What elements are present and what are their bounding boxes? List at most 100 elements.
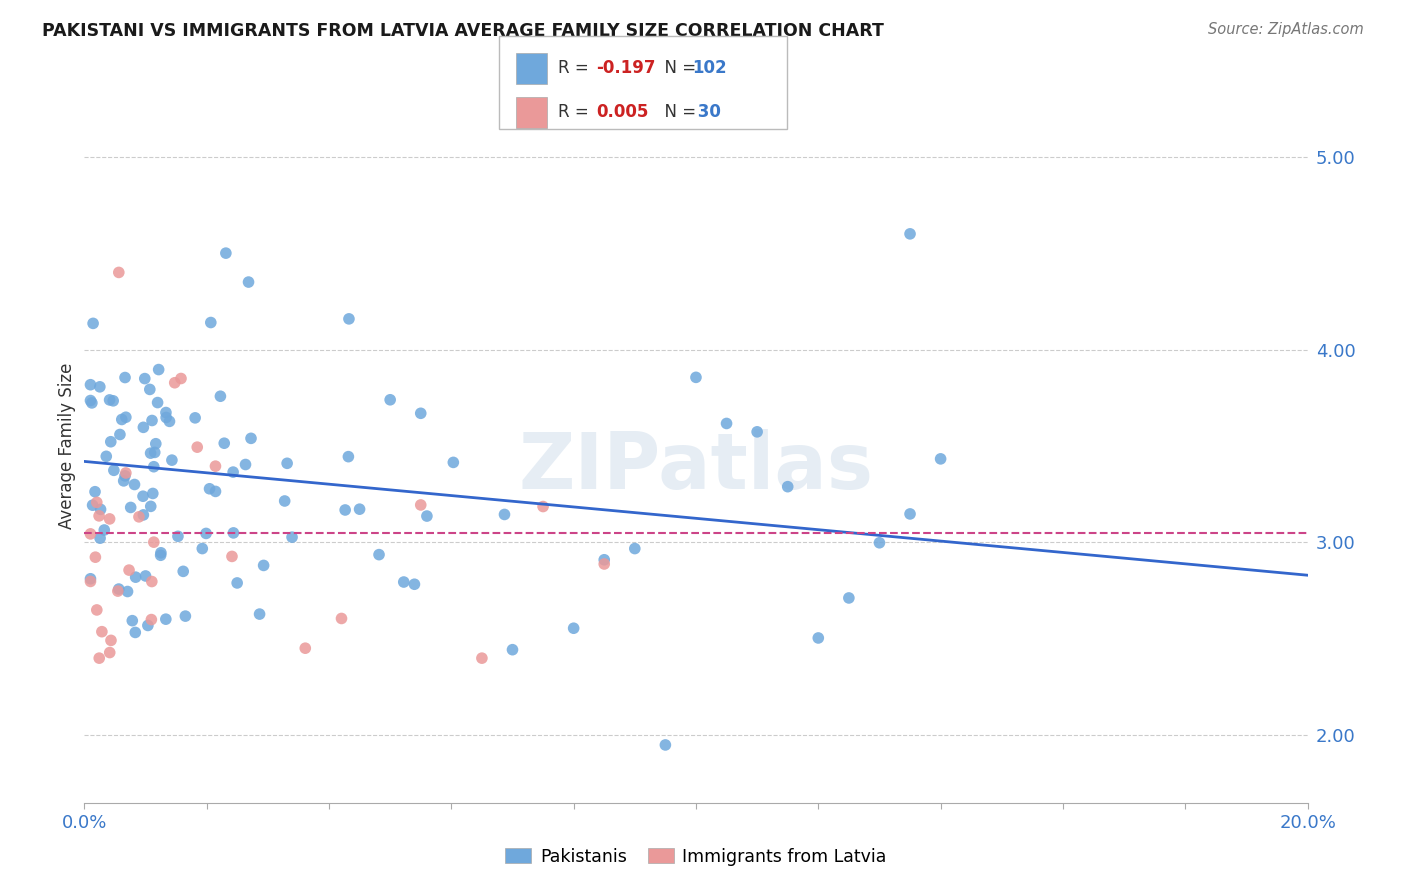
Point <box>124 625 146 640</box>
Point <box>87 508 110 523</box>
Point <box>115 410 138 425</box>
Point <box>252 558 274 573</box>
Point <box>107 584 129 599</box>
Point <box>416 509 439 524</box>
Text: Source: ZipAtlas.com: Source: ZipAtlas.com <box>1208 22 1364 37</box>
Point <box>191 541 214 556</box>
Point <box>238 275 260 289</box>
Point <box>776 480 799 494</box>
Point <box>209 389 232 403</box>
Text: R =: R = <box>558 103 595 121</box>
Point <box>107 582 129 596</box>
Point <box>349 502 371 516</box>
Point <box>240 431 263 445</box>
Point <box>98 646 121 660</box>
Point <box>685 370 707 384</box>
Point <box>89 531 111 545</box>
Point <box>100 633 122 648</box>
Point <box>100 434 122 449</box>
Point <box>84 550 107 565</box>
Point <box>204 484 226 499</box>
Point <box>103 463 125 477</box>
Point <box>593 557 616 571</box>
Point <box>124 570 146 584</box>
Point <box>160 453 183 467</box>
Point <box>132 420 155 434</box>
Point <box>135 569 157 583</box>
Point <box>221 549 243 564</box>
Point <box>898 507 921 521</box>
Point <box>898 227 921 241</box>
Legend: Pakistanis, Immigrants from Latvia: Pakistanis, Immigrants from Latvia <box>498 841 894 872</box>
Point <box>222 525 245 540</box>
Point <box>186 440 208 454</box>
Point <box>146 395 169 409</box>
Point <box>118 563 141 577</box>
Point <box>111 412 134 426</box>
Point <box>136 618 159 632</box>
Point <box>204 459 226 474</box>
Point <box>392 574 415 589</box>
Point <box>149 549 172 563</box>
Point <box>134 371 156 385</box>
Point <box>90 502 112 516</box>
Point <box>409 498 432 512</box>
Point <box>807 631 830 645</box>
Text: PAKISTANI VS IMMIGRANTS FROM LATVIA AVERAGE FAMILY SIZE CORRELATION CHART: PAKISTANI VS IMMIGRANTS FROM LATVIA AVER… <box>42 22 884 40</box>
Point <box>93 523 115 537</box>
Point <box>86 495 108 509</box>
Point <box>200 316 222 330</box>
Text: 30: 30 <box>692 103 721 121</box>
Point <box>114 370 136 384</box>
Point <box>121 614 143 628</box>
Point <box>333 503 356 517</box>
Text: -0.197: -0.197 <box>596 60 655 78</box>
Text: N =: N = <box>654 60 702 78</box>
Point <box>148 362 170 376</box>
Point <box>82 317 104 331</box>
Point <box>145 436 167 450</box>
Point <box>212 436 235 450</box>
Point <box>142 486 165 500</box>
Point <box>273 494 295 508</box>
Point <box>115 466 138 480</box>
Point <box>562 621 585 635</box>
Point <box>159 414 181 428</box>
Point <box>79 527 101 541</box>
Point <box>101 393 124 408</box>
Point <box>494 508 516 522</box>
Point <box>368 548 391 562</box>
Point <box>184 410 207 425</box>
Point <box>249 607 271 621</box>
Point <box>139 500 162 514</box>
Point <box>132 508 155 522</box>
Point <box>84 484 107 499</box>
Point <box>869 535 891 549</box>
Point <box>404 577 426 591</box>
Point <box>226 576 249 591</box>
Point <box>502 642 524 657</box>
Point <box>117 584 139 599</box>
Text: ZIPatlas: ZIPatlas <box>519 429 873 506</box>
Point <box>838 591 860 605</box>
Point <box>132 489 155 503</box>
Point <box>79 393 101 408</box>
Point <box>108 427 131 442</box>
Point <box>120 500 142 515</box>
Y-axis label: Average Family Size: Average Family Size <box>58 363 76 529</box>
Point <box>593 553 616 567</box>
Point <box>441 455 464 469</box>
Point <box>330 611 353 625</box>
Point <box>79 572 101 586</box>
Point <box>155 405 177 419</box>
Point <box>82 498 104 512</box>
Text: R =: R = <box>558 60 595 78</box>
Point <box>170 371 193 385</box>
Text: N =: N = <box>654 103 702 121</box>
Point <box>79 377 101 392</box>
Point <box>107 265 129 279</box>
Point <box>89 651 111 665</box>
Point <box>198 482 221 496</box>
Point <box>142 459 165 474</box>
Point <box>174 609 197 624</box>
